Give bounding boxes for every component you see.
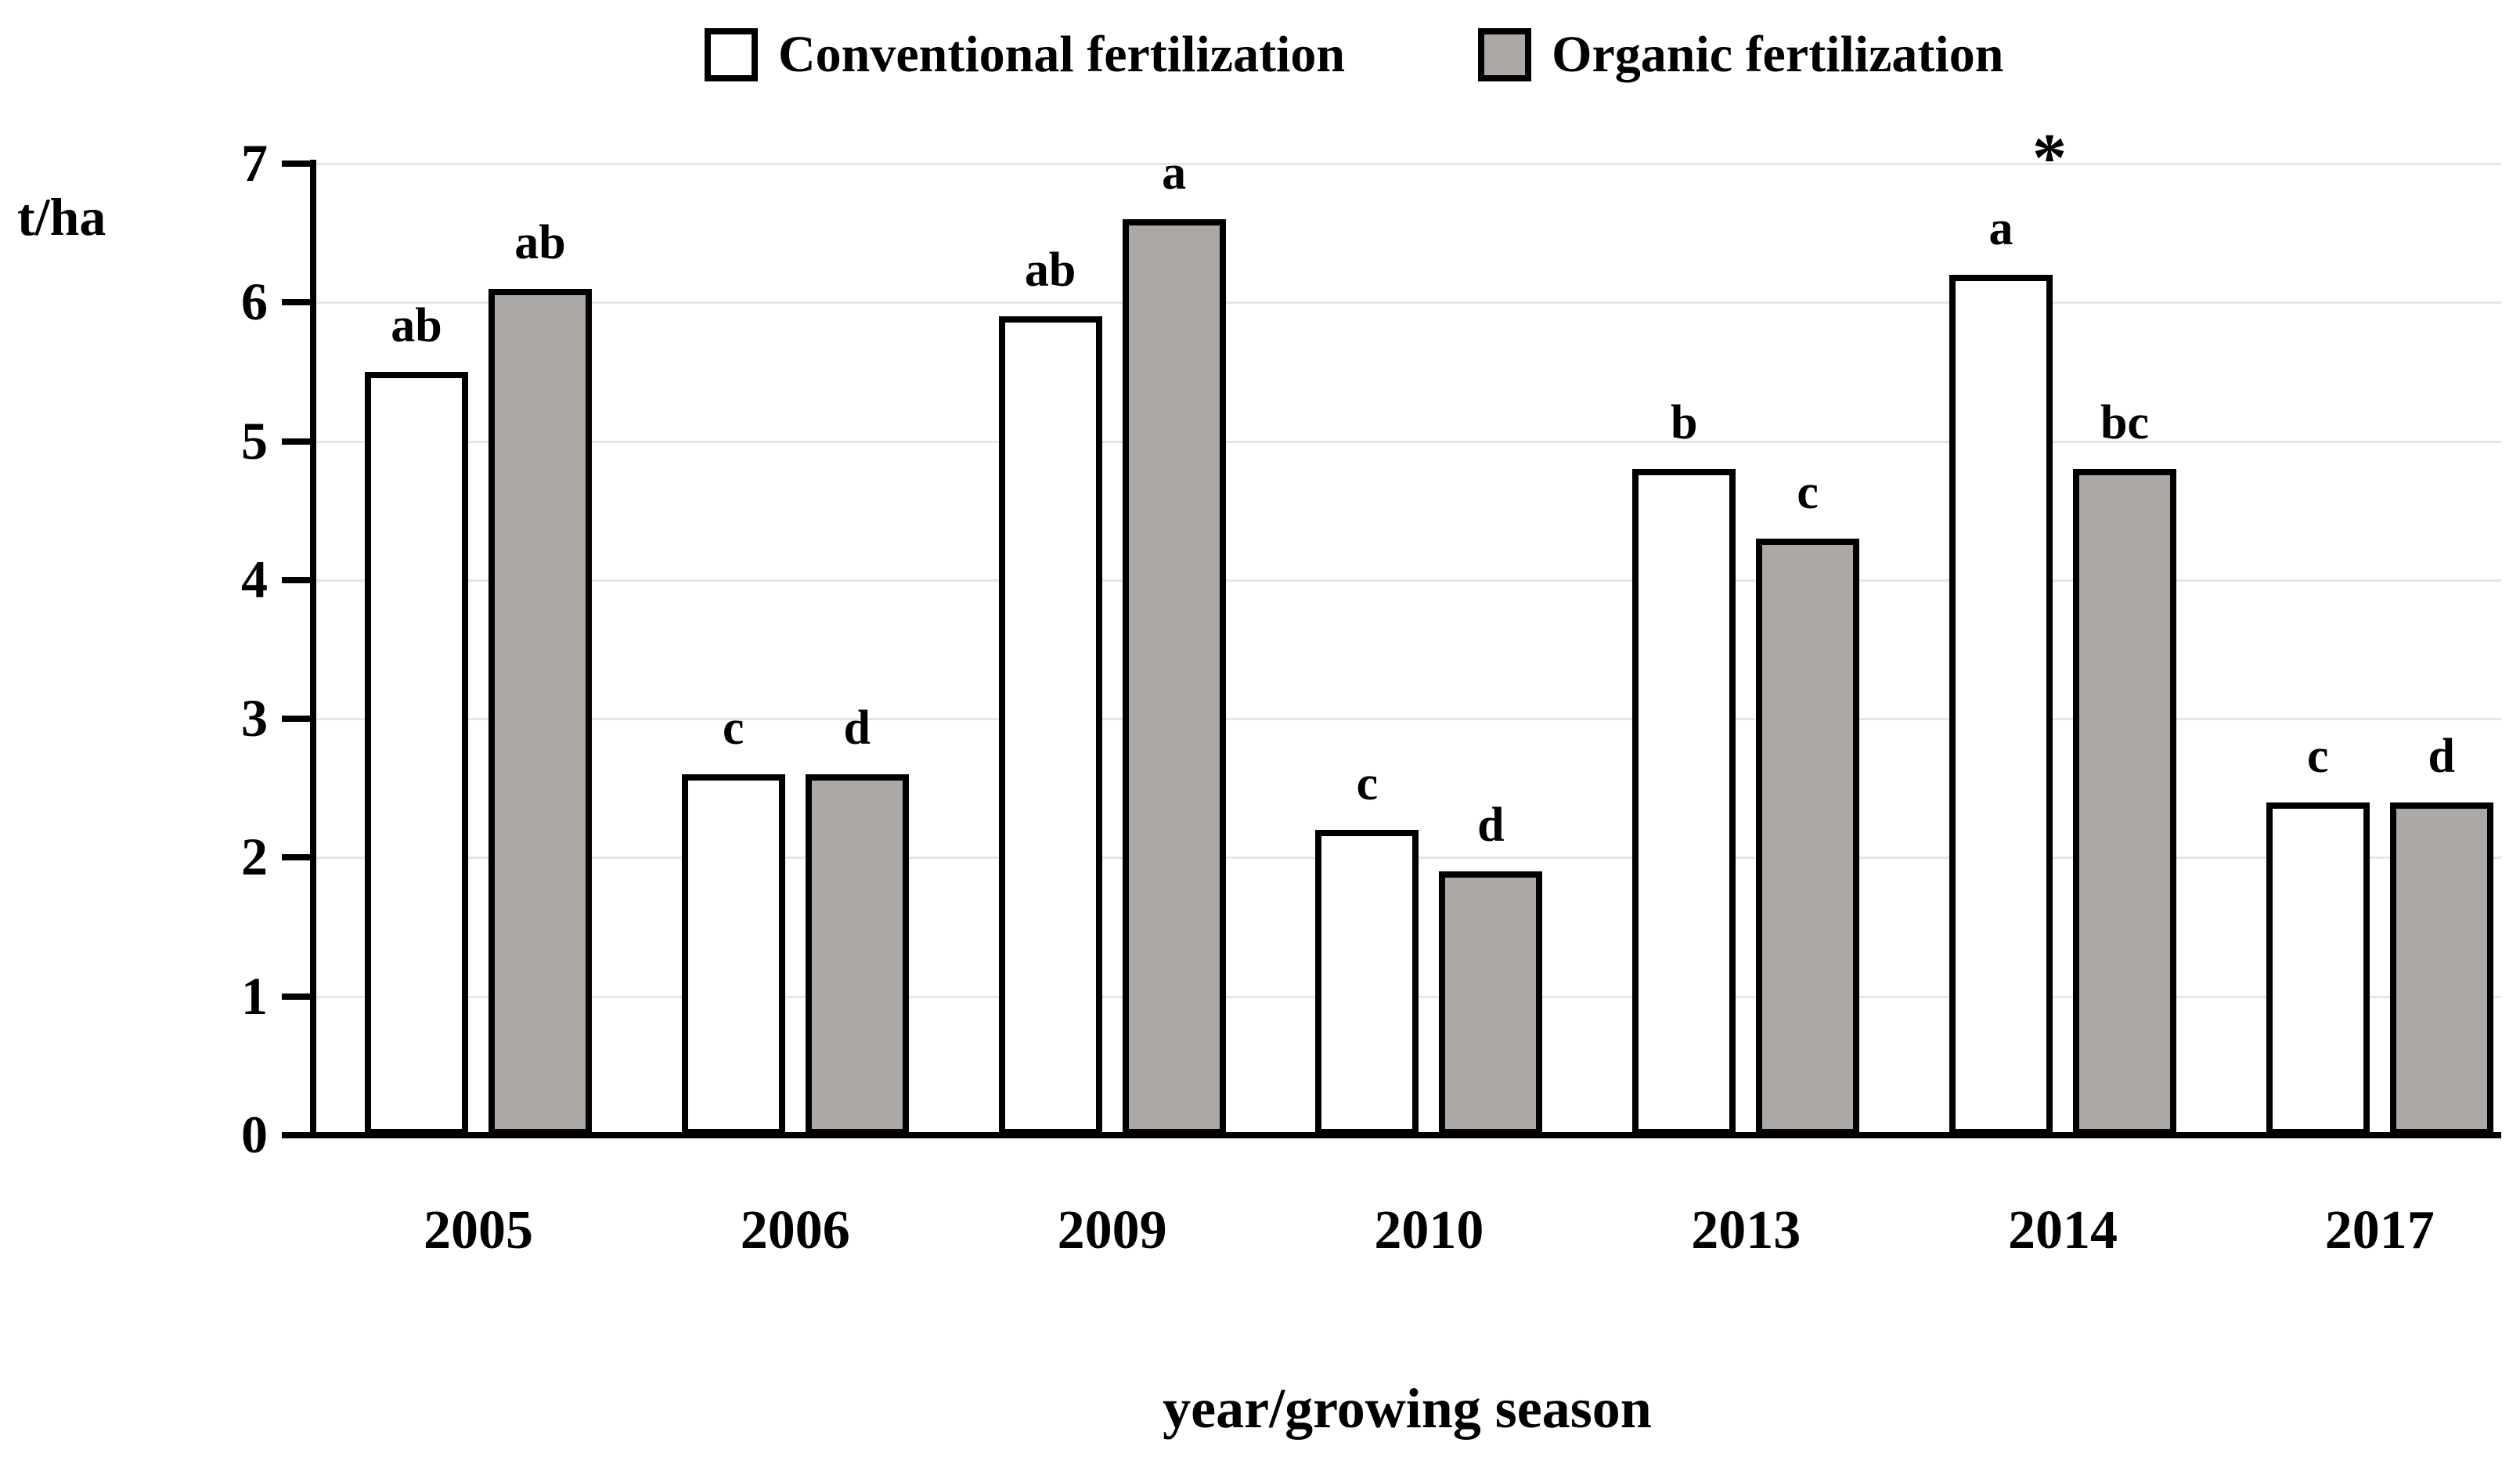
bar-label-organic-2005: ab [514,215,566,269]
y-tick-label-6: 6 [241,272,268,332]
x-axis-title: year/growing season [1163,1377,1652,1440]
y-tick-label-1: 1 [241,965,268,1026]
x-category-label-2006: 2006 [740,1200,850,1260]
legend-label-conventional: Conventional fertilization [778,26,1346,83]
bar-organic-2017 [2389,802,2493,1135]
legend-swatch-conventional [705,28,758,81]
legend-item-organic: Organic fertilization [1478,27,2003,83]
bar-conventional-2013 [1632,469,1736,1135]
bar-conventional-2010 [1315,829,1419,1135]
y-tick-2 [282,854,313,861]
bar-label-organic-2017: d [2428,729,2456,783]
bar-label-organic-2013: c [1797,465,1819,519]
y-tick-1 [282,993,313,1000]
bar-label-conventional-2009: ab [1024,243,1076,297]
y-tick-7 [282,160,313,167]
bar-conventional-2014 [1949,274,2053,1135]
gridline-y-6 [313,301,2501,305]
bar-organic-2006 [805,774,909,1135]
y-tick-4 [282,576,313,583]
y-axis-unit-label: t/ha [17,187,106,247]
y-tick-5 [282,438,313,445]
bar-organic-2010 [1439,871,1543,1135]
legend-swatch-organic [1478,28,1532,81]
bar-label-organic-2006: d [843,701,871,756]
y-tick-6 [282,299,313,306]
bar-conventional-2009 [998,316,1102,1135]
y-tick-label-4: 4 [241,549,268,609]
bar-label-conventional-2006: c [723,701,744,756]
y-tick-label-0: 0 [241,1105,268,1164]
y-tick-label-2: 2 [241,827,268,887]
x-category-label-2013: 2013 [1691,1200,1801,1260]
bar-organic-2013 [1756,538,1860,1135]
bar-label-conventional-2013: b [1670,396,1698,450]
gridline-y-4 [313,579,2501,582]
x-category-label-2014: 2014 [2008,1200,2118,1260]
bar-label-conventional-2017: c [2307,729,2329,783]
legend-item-conventional: Conventional fertilization [705,27,1345,83]
legend: Conventional fertilization Organic ferti… [705,27,2003,83]
x-category-label-2017: 2017 [2324,1200,2435,1260]
y-tick-label-7: 7 [241,133,268,193]
y-tick-label-5: 5 [241,410,268,471]
legend-label-organic: Organic fertilization [1552,26,2004,83]
x-category-label-2005: 2005 [424,1200,533,1260]
gridline-y-3 [313,718,2501,721]
gridline-y-5 [313,440,2501,443]
y-tick-3 [282,716,313,723]
bar-label-organic-2009: a [1162,146,1187,200]
bar-label-conventional-2010: c [1356,756,1379,810]
y-axis-line [310,160,316,1138]
bar-label-conventional-2014: a [1988,201,2013,255]
bar-organic-2009 [1122,218,1226,1135]
y-tick-label-3: 3 [241,688,268,748]
bar-label-conventional-2005: ab [391,298,442,352]
bar-label-organic-2010: d [1477,799,1505,853]
significance-star-2014: * [2032,121,2067,197]
bar-label-organic-2014: bc [2100,396,2149,450]
bar-conventional-2006 [681,774,785,1135]
gridline-y-7 [313,163,2501,165]
bar-conventional-2017 [2266,802,2370,1135]
bar-organic-2014 [2073,469,2176,1135]
bar-organic-2005 [488,288,592,1135]
x-category-label-2009: 2009 [1057,1200,1167,1260]
x-axis-line [282,1132,2501,1138]
bar-conventional-2005 [365,371,468,1135]
x-category-label-2010: 2010 [1374,1200,1484,1260]
